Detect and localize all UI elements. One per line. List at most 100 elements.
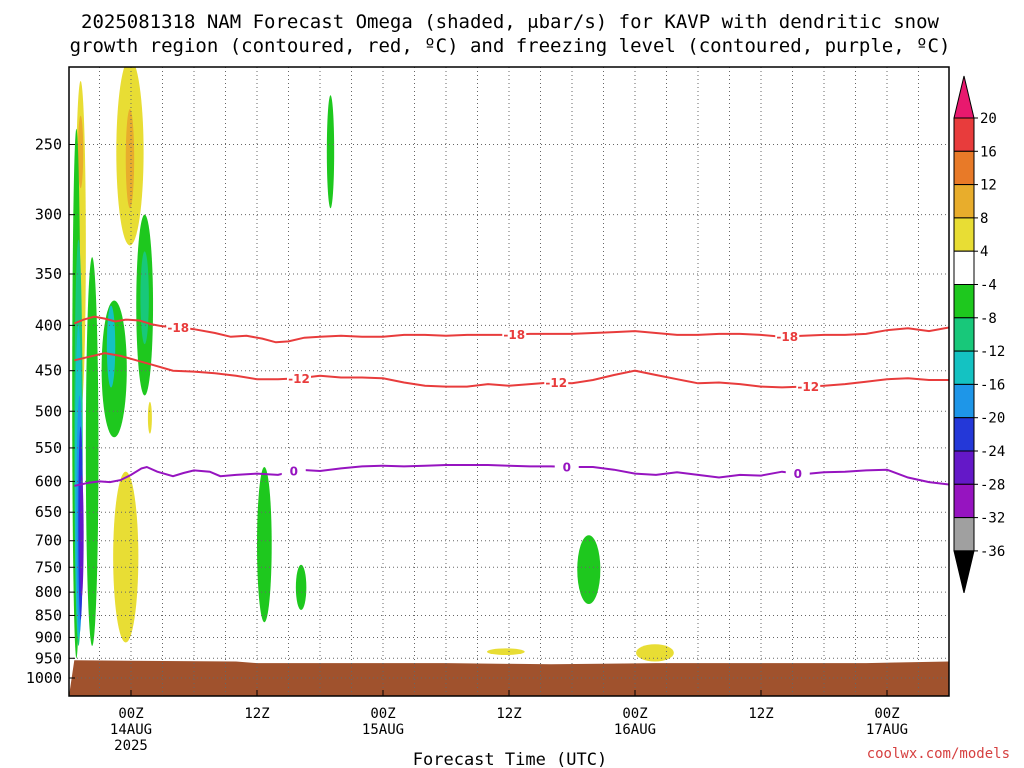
colorbar-swatch (953, 284, 975, 319)
colorbar-top-cap (953, 75, 975, 119)
omega-region-15 (577, 535, 601, 604)
colorbar-label: -24 (980, 444, 1005, 460)
omega-region-7 (636, 644, 674, 662)
x-tick-label: 00Z (370, 706, 395, 722)
contour-label: -12 (545, 376, 567, 390)
x-tick-label: 14AUG (110, 722, 152, 738)
pressure-axis: 250 300 350 400 450 500 550 600 650 700 750 800 850 9… (26, 136, 75, 687)
colorbar-swatch (953, 317, 975, 352)
contour-label-bg (544, 375, 569, 390)
x-tick-label: 12Z (748, 706, 773, 722)
contour-label: -18 (776, 330, 798, 344)
x-tick-label: 17AUG (866, 722, 908, 738)
contour-label-bg (554, 459, 579, 474)
credit-text: coolwx.com/models (867, 746, 1010, 762)
contour-label-bg (785, 466, 810, 481)
x-axis-label: Forecast Time (UTC) (413, 750, 607, 768)
colorbar-label: 12 (980, 178, 997, 194)
chart-title-line-1: 2025081318 NAM Forecast Omega (shaded, μ… (81, 11, 939, 33)
contour-label-bg (775, 329, 800, 344)
omega-region-6 (486, 648, 525, 656)
x-tick-label: 12Z (496, 706, 521, 722)
y-tick-label: 700 (35, 532, 62, 550)
y-tick-label: 900 (35, 628, 62, 646)
colorbar-swatch (953, 217, 975, 252)
x-tick-label: 12Z (244, 706, 269, 722)
contour-line (74, 464, 949, 487)
x-tick-label: 15AUG (362, 722, 404, 738)
colorbar-swatch (953, 250, 975, 285)
colorbar-swatch (953, 350, 975, 385)
contour-label: -18 (167, 321, 189, 335)
colorbar-label: 20 (980, 111, 997, 127)
colorbar-swatch (953, 517, 975, 552)
contour-label-bg (287, 371, 311, 386)
contour-label: -18 (503, 328, 525, 342)
colorbar-swatch (953, 184, 975, 219)
colorbar-swatch (953, 117, 975, 152)
colorbar-label: -32 (980, 511, 1005, 527)
y-tick-label: 300 (35, 206, 62, 224)
y-tick-label: 850 (35, 606, 62, 624)
contour-label-bg (166, 320, 191, 335)
omega-region-12 (326, 95, 335, 209)
y-tick-label: 600 (35, 472, 62, 490)
contour-label: 0 (290, 465, 298, 479)
omega-region-4 (147, 401, 152, 434)
omega-region-1 (77, 115, 84, 189)
x-tick-label: 2025 (114, 738, 148, 754)
colorbar-swatch (953, 383, 975, 419)
y-tick-label: 750 (35, 558, 62, 576)
colorbar: 20 16 12 8 4 -4 -8 -12 -16 -20 -24 -28 -32 -36 (953, 75, 1005, 594)
y-tick-label: 650 (35, 503, 62, 521)
omega-region-5 (113, 471, 139, 643)
contour-label-bg (281, 464, 306, 479)
chart-title-line-2: growth region (contoured, red, ºC) and f… (70, 35, 951, 57)
x-tick-label: 00Z (874, 706, 899, 722)
colorbar-label: -16 (980, 377, 1005, 393)
colorbar-swatch (953, 450, 975, 485)
colorbar-label: -28 (980, 477, 1005, 493)
temperature-contours: -18 -18 -18 -12 -12 -12 0 0 0 (73, 315, 949, 487)
y-tick-label: 950 (35, 649, 62, 667)
colorbar-swatch (953, 417, 975, 452)
contour-label-bg (502, 327, 527, 342)
omega-region-14 (295, 564, 307, 610)
contour-label: 0 (794, 467, 802, 481)
y-tick-label: 250 (35, 136, 62, 154)
colorbar-label: 16 (980, 144, 997, 160)
y-tick-label: 550 (35, 439, 62, 457)
y-tick-label: 400 (35, 316, 62, 334)
colorbar-label: -20 (980, 411, 1005, 427)
colorbar-label: -36 (980, 544, 1005, 560)
colorbar-label: -12 (980, 344, 1005, 360)
omega-region-13 (257, 467, 272, 623)
contour-label: -12 (288, 372, 310, 386)
omega-region-3 (125, 109, 135, 209)
colorbar-bottom-cap (953, 550, 975, 594)
colorbar-label: -4 (980, 278, 997, 294)
contour-label: 0 (563, 460, 571, 474)
colorbar-label: 4 (980, 244, 988, 260)
y-tick-label: 350 (35, 265, 62, 283)
x-tick-label: 00Z (622, 706, 647, 722)
omega-region-17 (140, 251, 149, 345)
colorbar-swatch (953, 150, 975, 186)
omega-region-22 (79, 474, 84, 597)
y-tick-label: 1000 (26, 669, 62, 687)
omega-region-9 (85, 257, 99, 646)
y-tick-label: 800 (35, 583, 62, 601)
contour-label-bg (796, 379, 821, 394)
y-tick-label: 450 (35, 362, 62, 380)
grid-lines (69, 67, 949, 696)
contour-label: -12 (797, 380, 819, 394)
omega-region-19 (106, 305, 116, 388)
colorbar-label: -8 (980, 311, 997, 327)
x-tick-label: 00Z (118, 706, 143, 722)
omega-shading (72, 67, 674, 662)
colorbar-label: 8 (980, 211, 988, 227)
colorbar-swatch (953, 483, 975, 519)
y-tick-label: 500 (35, 402, 62, 420)
